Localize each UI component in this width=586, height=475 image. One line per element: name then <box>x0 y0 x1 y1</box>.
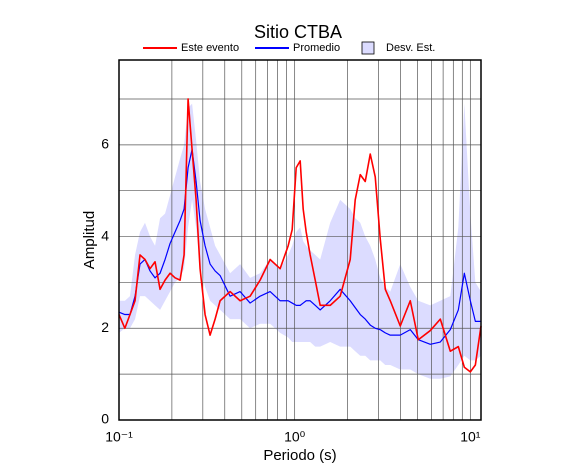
plot-frame <box>118 59 482 421</box>
legend-swatch <box>361 41 375 55</box>
y-tick-label: 4 <box>101 227 109 243</box>
x-tick-label: 10⁰ <box>284 429 306 445</box>
y-tick-label: 2 <box>101 319 109 335</box>
y-axis-label: Amplitud <box>81 211 98 269</box>
chart-title: Sitio CTBA <box>254 22 342 42</box>
legend-label: Desv. Est. <box>386 42 435 54</box>
legend-label: Promedio <box>293 42 340 54</box>
series-line <box>118 98 482 373</box>
x-axis-label: Periodo (s) <box>263 447 336 464</box>
x-tick-label: 10¹ <box>460 429 481 445</box>
series-line <box>118 148 481 345</box>
std-band <box>119 103 481 379</box>
x-tick-label: 10⁻¹ <box>105 429 133 445</box>
y-tick-label: 0 <box>101 411 109 427</box>
y-tick-label: 6 <box>101 136 109 152</box>
legend-label: Este evento <box>181 42 239 54</box>
